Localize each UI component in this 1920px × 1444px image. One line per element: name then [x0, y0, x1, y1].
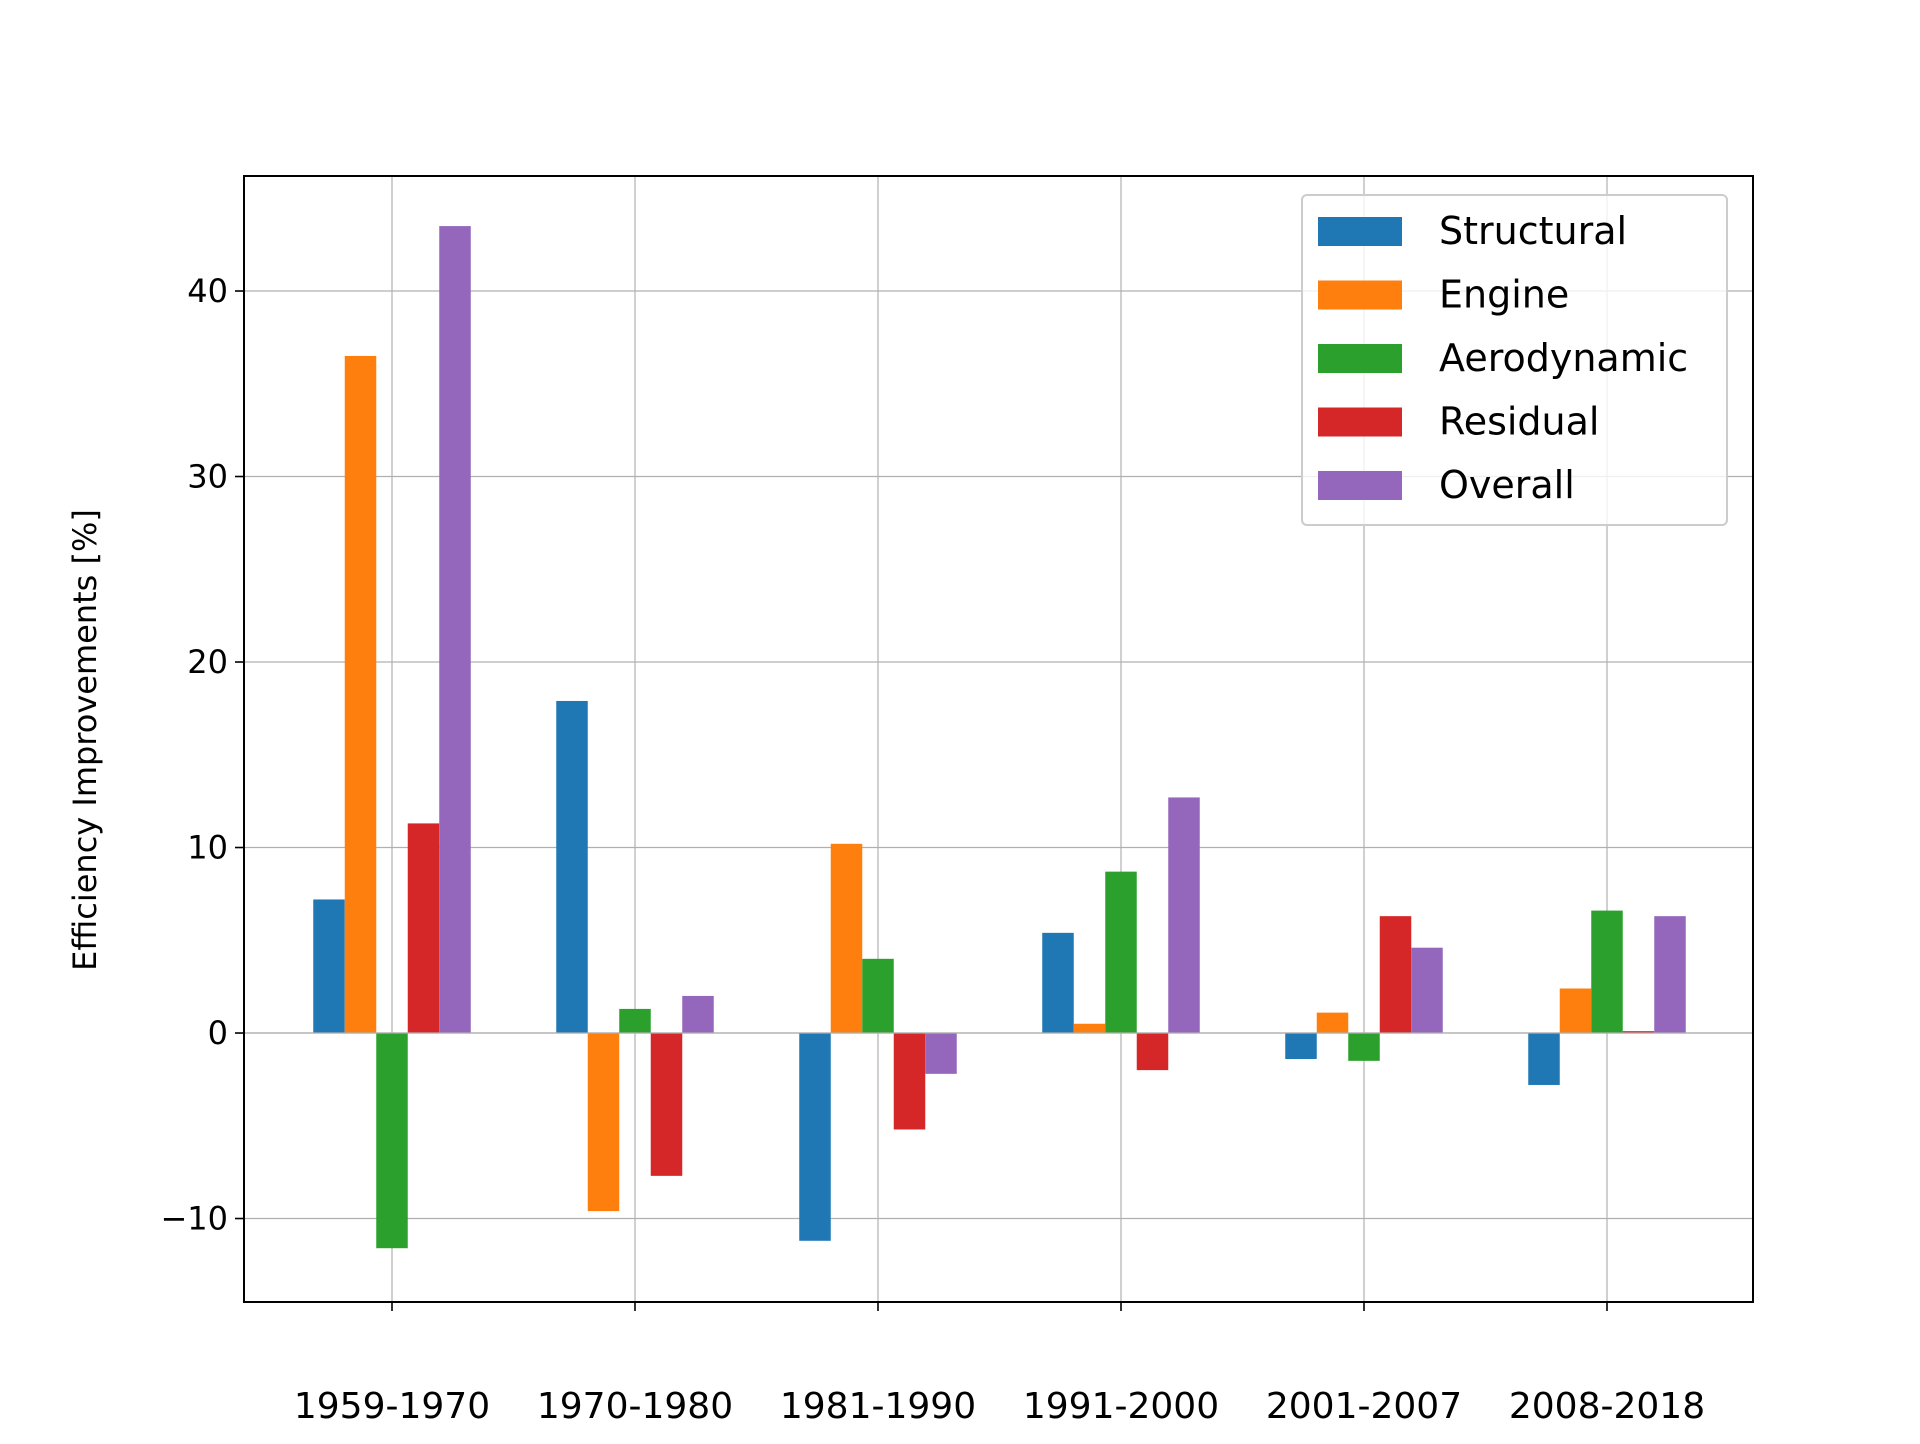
- bar-residual-2001-2007: [1379, 916, 1412, 1034]
- legend-label-engine: Engine: [1439, 273, 1569, 317]
- bar-residual-1959-1970: [407, 823, 440, 1034]
- legend-swatch-aerodynamic: [1318, 344, 1402, 373]
- bar-structural-1970-1980: [556, 700, 588, 1034]
- bar-structural-2001-2007: [1285, 1033, 1317, 1059]
- bar-aerodynamic-2008-2018: [1591, 910, 1623, 1034]
- y-tick-label: 40: [187, 272, 228, 310]
- x-tick-label: 1981-1990: [780, 1386, 976, 1427]
- bar-overall-1991-2000: [1168, 797, 1200, 1034]
- bars: [313, 226, 1686, 1249]
- plot-frame: [243, 175, 1754, 1303]
- bar-overall-2001-2007: [1411, 947, 1443, 1034]
- y-axis-label: Efficiency Improvements [%]: [66, 509, 104, 971]
- legend-label-overall: Overall: [1439, 463, 1575, 507]
- legend-swatch-residual: [1318, 407, 1402, 437]
- bar-engine-1959-1970: [344, 355, 377, 1034]
- bar-aerodynamic-1981-1990: [862, 958, 894, 1034]
- bar-aerodynamic-1991-2000: [1105, 871, 1137, 1034]
- legend-label-aerodynamic: Aerodynamic: [1439, 336, 1688, 380]
- x-tick-label: 1970-1980: [537, 1386, 733, 1427]
- bar-aerodynamic-1959-1970: [376, 1033, 408, 1249]
- legend-swatch-engine: [1318, 280, 1402, 310]
- bar-structural-2008-2018: [1528, 1033, 1560, 1085]
- legend: Structural Engine Aerodynamic Residual Overa…: [1301, 194, 1728, 526]
- bar-structural-1959-1970: [313, 899, 345, 1034]
- bar-overall-2008-2018: [1654, 916, 1686, 1034]
- y-tick-label: 30: [187, 458, 228, 496]
- bar-residual-1991-2000: [1136, 1033, 1169, 1071]
- bar-structural-1991-2000: [1042, 932, 1074, 1034]
- legend-box: [1301, 194, 1728, 526]
- legend-swatch-structural: [1318, 217, 1402, 246]
- bar-aerodynamic-1970-1980: [619, 1008, 651, 1034]
- bar-structural-1981-1990: [799, 1033, 831, 1241]
- axis-ticks: −10 0 10 20 30 40 1959-1970 1970-1980 1981-1990 1…: [160, 272, 1705, 1427]
- bar-residual-2008-2018: [1622, 1031, 1655, 1034]
- legend-label-structural: Structural: [1439, 209, 1627, 253]
- bar-aerodynamic-2001-2007: [1348, 1033, 1380, 1061]
- bar-residual-1981-1990: [893, 1033, 926, 1130]
- bar-engine-1981-1990: [830, 843, 863, 1034]
- bar-overall-1981-1990: [925, 1033, 957, 1074]
- bar-overall-1959-1970: [439, 226, 471, 1034]
- bar-overall-1970-1980: [682, 995, 714, 1034]
- y-tick-label: 20: [187, 643, 228, 681]
- legend-label-residual: Residual: [1439, 400, 1599, 444]
- x-tick-label: 1991-2000: [1023, 1386, 1219, 1427]
- bar-engine-1991-2000: [1073, 1023, 1106, 1034]
- bar-engine-2008-2018: [1559, 988, 1592, 1034]
- y-tick-label: −10: [160, 1200, 228, 1238]
- y-tick-label: 10: [187, 829, 228, 867]
- x-tick-label: 2001-2007: [1266, 1386, 1462, 1427]
- x-tick-label: 1959-1970: [294, 1386, 490, 1427]
- legend-swatch-overall: [1318, 471, 1402, 500]
- x-tick-label: 2008-2018: [1509, 1386, 1705, 1427]
- bar-engine-2001-2007: [1316, 1012, 1349, 1034]
- bar-engine-1970-1980: [587, 1033, 620, 1212]
- bar-residual-1970-1980: [650, 1033, 683, 1176]
- y-tick-label: 0: [208, 1014, 228, 1052]
